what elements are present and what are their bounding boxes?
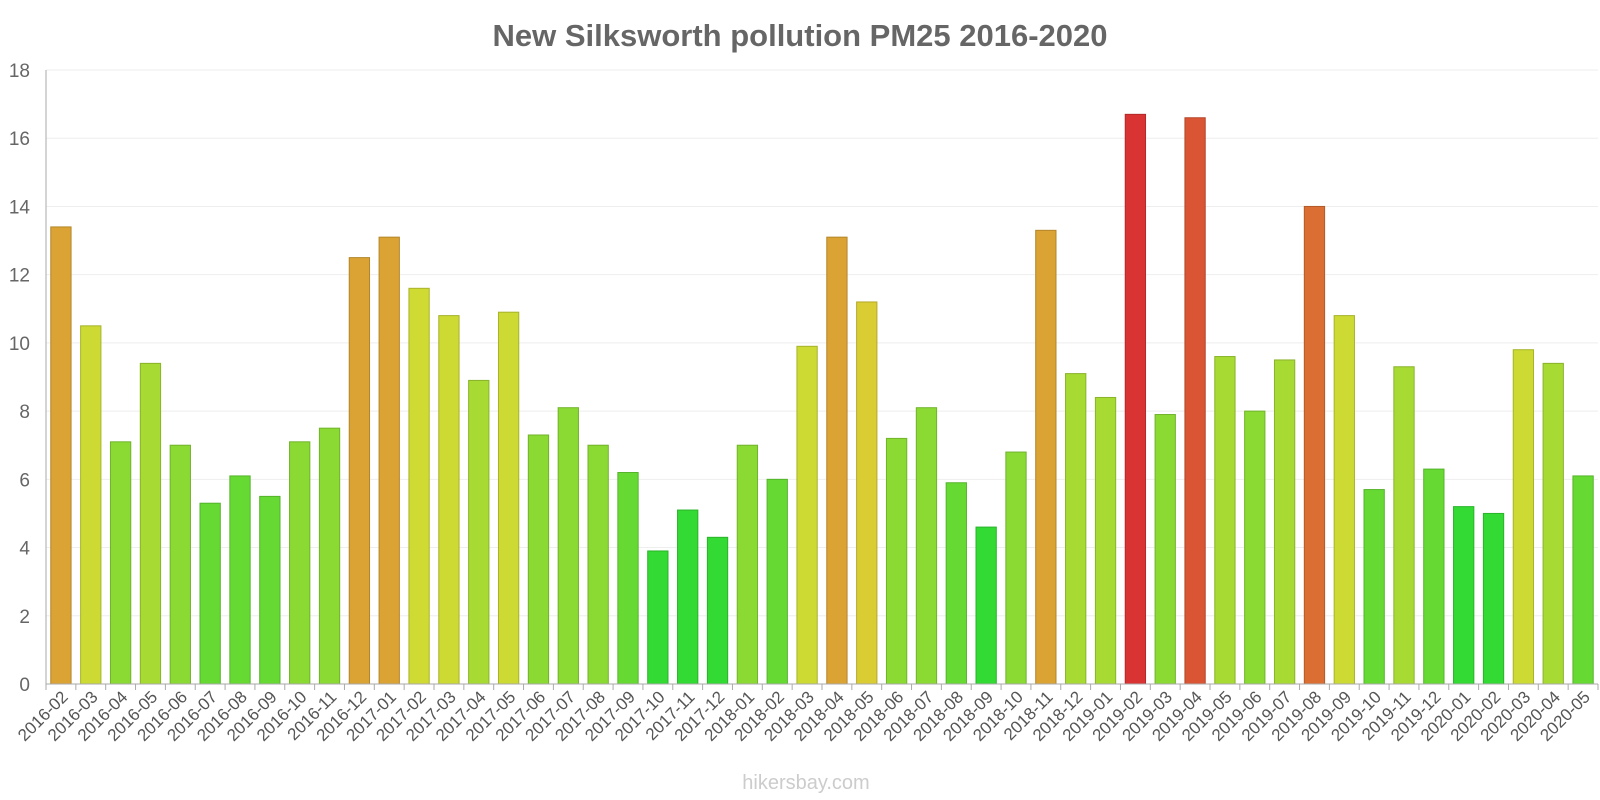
y-tick-label: 0 (19, 675, 30, 696)
y-tick-label: 2 (19, 607, 30, 628)
bar-2019-12[interactable] (1423, 468, 1445, 685)
bar-2016-05[interactable] (139, 362, 162, 685)
bar-2020-02[interactable] (1482, 512, 1505, 685)
bar-2017-09[interactable] (617, 472, 639, 685)
bar-2018-01[interactable] (736, 444, 759, 685)
bar-2016-11[interactable] (318, 427, 341, 685)
bar-2018-07[interactable] (915, 407, 938, 685)
bar-2017-05[interactable] (497, 311, 520, 685)
bar-2018-11[interactable] (1035, 229, 1057, 685)
bar-2016-10[interactable] (289, 441, 311, 685)
bar-2020-01[interactable] (1453, 506, 1475, 685)
bar-2018-04[interactable] (826, 236, 848, 685)
bar-2018-09[interactable] (975, 526, 997, 685)
bar-2017-10[interactable] (647, 550, 669, 685)
bar-2016-06[interactable] (169, 444, 191, 685)
bar-2017-06[interactable] (527, 434, 550, 685)
y-tick-label: 12 (9, 266, 30, 287)
bar-2017-03[interactable] (438, 315, 460, 685)
bar-2019-07[interactable] (1273, 359, 1296, 685)
bar-2019-04[interactable] (1184, 117, 1206, 685)
bar-2019-01[interactable] (1094, 396, 1117, 685)
bar-2018-03[interactable] (796, 345, 818, 685)
axes (45, 70, 1599, 690)
x-axis-ticks: 2016-022016-032016-042016-052016-062016-… (14, 687, 1594, 745)
bar-2017-01[interactable] (378, 236, 400, 685)
y-tick-label: 14 (9, 197, 31, 218)
bar-2019-05[interactable] (1214, 356, 1236, 685)
bar-2018-05[interactable] (856, 301, 878, 685)
bar-2019-09[interactable] (1333, 315, 1355, 685)
bar-2017-07[interactable] (557, 407, 579, 685)
bar-2020-05[interactable] (1572, 475, 1594, 685)
bar-2016-09[interactable] (259, 495, 281, 685)
bar-2017-11[interactable] (677, 509, 699, 685)
bar-2017-12[interactable] (706, 536, 729, 685)
y-tick-label: 18 (9, 61, 30, 82)
bar-2020-03[interactable] (1512, 349, 1535, 685)
bar-2019-06[interactable] (1244, 410, 1266, 685)
bar-2017-04[interactable] (468, 379, 490, 685)
bar-2016-08[interactable] (229, 475, 251, 685)
bars (50, 113, 1594, 685)
bar-2019-02[interactable] (1124, 113, 1147, 685)
y-tick-label: 8 (19, 402, 30, 423)
bar-2016-02[interactable] (50, 226, 72, 685)
bar-2019-08[interactable] (1303, 205, 1326, 685)
bar-2016-12[interactable] (348, 257, 371, 685)
chart-title: New Silksworth pollution PM25 2016-2020 (492, 18, 1107, 53)
bar-2016-04[interactable] (109, 441, 132, 685)
y-tick-label: 16 (9, 129, 30, 150)
y-tick-label: 4 (19, 539, 30, 560)
bar-2018-10[interactable] (1005, 451, 1027, 685)
bar-2019-03[interactable] (1154, 414, 1176, 685)
bar-2018-02[interactable] (766, 478, 788, 685)
bar-2018-08[interactable] (945, 482, 967, 685)
bar-2017-08[interactable] (587, 444, 609, 685)
bar-2018-12[interactable] (1065, 373, 1087, 685)
y-tick-label: 10 (9, 334, 30, 355)
bar-2016-07[interactable] (199, 502, 221, 685)
bar-2019-10[interactable] (1363, 489, 1385, 685)
bar-2019-11[interactable] (1393, 366, 1415, 685)
bar-2018-06[interactable] (885, 437, 908, 685)
bar-2020-04[interactable] (1542, 362, 1564, 685)
credit-label: hikersbay.com (742, 772, 869, 794)
y-tick-label: 6 (19, 470, 30, 491)
bar-2017-02[interactable] (408, 287, 430, 685)
y-axis-ticks: 0 2 4 6 8 10 12 14 16 18 (9, 61, 31, 696)
bar-2016-03[interactable] (80, 325, 102, 685)
